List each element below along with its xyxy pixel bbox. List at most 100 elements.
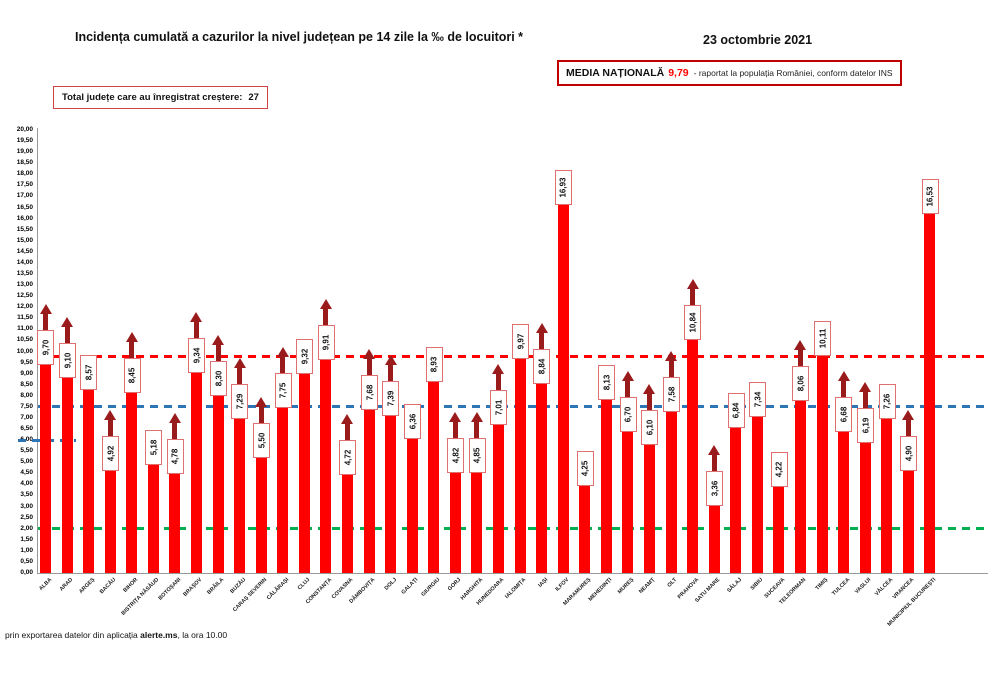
national-average-note: - raportat la populația României, confor… bbox=[693, 68, 893, 78]
value-text-arges: 8,57 bbox=[84, 364, 94, 381]
value-label-teleorman: 8,06 bbox=[792, 366, 810, 402]
y-tick-label: 17,50 bbox=[16, 181, 33, 189]
x-label-olt: OLT bbox=[666, 577, 679, 589]
x-label-salaj: SĂLAJ bbox=[725, 577, 743, 594]
arrow-head-icon bbox=[39, 304, 52, 315]
increase-arrow-bihor bbox=[125, 331, 138, 358]
value-label-valcea: 7,26 bbox=[878, 384, 896, 420]
increase-arrow-vrancea bbox=[902, 410, 915, 437]
increase-arrow-buzau bbox=[233, 357, 246, 384]
bar-bihor bbox=[126, 385, 138, 573]
bar-vaslui bbox=[859, 435, 871, 573]
increase-arrow-mures bbox=[621, 370, 634, 397]
y-tick-label: 11,00 bbox=[17, 325, 33, 333]
y-tick-label: 9,50 bbox=[20, 358, 33, 366]
value-label-neamt: 6,10 bbox=[641, 409, 659, 445]
value-text-timis: 10,11 bbox=[817, 328, 827, 349]
value-text-braila: 8,30 bbox=[213, 370, 223, 387]
increase-arrow-constanta bbox=[319, 299, 332, 326]
value-text-tulcea: 6,68 bbox=[839, 406, 849, 423]
value-text-valcea: 7,26 bbox=[882, 393, 892, 410]
total-increase-box: Total județe care au înregistrat creșter… bbox=[53, 86, 268, 109]
y-tick-label: 20,00 bbox=[16, 126, 33, 133]
arrow-shaft bbox=[388, 365, 394, 382]
arrow-shaft bbox=[366, 358, 372, 375]
bar-bistrita-nasaud bbox=[147, 458, 159, 573]
arrow-shaft bbox=[323, 309, 329, 326]
y-tick-label: 13,50 bbox=[16, 269, 33, 277]
value-text-bistrita-nasaud: 5,18 bbox=[149, 439, 159, 456]
x-label-timis: TIMIȘ bbox=[814, 577, 830, 592]
value-text-bihor: 8,45 bbox=[127, 367, 137, 384]
x-label-ialomita: IALOMIȚA bbox=[504, 577, 528, 601]
value-label-braila: 8,30 bbox=[209, 361, 227, 397]
arrow-shaft bbox=[841, 381, 847, 398]
value-label-arad: 9,10 bbox=[58, 343, 76, 379]
bar-mures bbox=[622, 424, 634, 573]
value-label-hunedoara: 7,01 bbox=[490, 389, 508, 425]
arrow-head-icon bbox=[621, 370, 634, 381]
value-label-prahova: 10,84 bbox=[684, 304, 702, 340]
arrow-shaft bbox=[668, 361, 674, 378]
value-label-cluj: 9,32 bbox=[296, 338, 314, 374]
value-label-galati: 6,36 bbox=[403, 404, 421, 440]
arrow-shaft bbox=[646, 393, 652, 410]
value-label-iasi: 8,84 bbox=[533, 349, 551, 385]
value-label-bacau: 4,92 bbox=[102, 436, 119, 472]
value-text-galati: 6,36 bbox=[407, 413, 417, 430]
value-text-neamt: 6,10 bbox=[645, 419, 655, 436]
bar-mehedinti bbox=[600, 392, 612, 573]
value-text-suceava: 4,22 bbox=[774, 461, 784, 477]
y-tick-label: 0,00 bbox=[20, 569, 33, 576]
value-label-sibiu: 7,34 bbox=[749, 382, 767, 418]
increase-arrow-arad bbox=[61, 317, 74, 344]
arrow-shaft bbox=[129, 341, 135, 358]
total-increase-value: 27 bbox=[248, 92, 259, 103]
bar-arges bbox=[83, 383, 95, 573]
value-label-municipiul-bucuresti: 16,53 bbox=[921, 178, 939, 214]
increase-arrow-olt bbox=[665, 351, 678, 378]
bar-valcea bbox=[881, 412, 893, 573]
bar-tulcea bbox=[838, 425, 850, 573]
x-label-neamt: NEAMȚ bbox=[638, 577, 657, 596]
bar-dambovita bbox=[363, 402, 375, 573]
arrow-head-icon bbox=[384, 355, 397, 366]
value-text-botosani: 4,78 bbox=[170, 448, 180, 465]
increase-arrow-braila bbox=[212, 335, 225, 362]
y-tick-label: 3,00 bbox=[20, 502, 33, 510]
x-label-bistrita-nasaud: BISTRIȚA NĂSĂUD bbox=[120, 577, 161, 617]
bar-iasi bbox=[536, 377, 548, 573]
value-label-buzau: 7,29 bbox=[231, 383, 249, 419]
value-label-harghita: 4,85 bbox=[468, 437, 486, 473]
y-tick-label: 12,50 bbox=[16, 292, 33, 300]
value-text-vrancea: 4,90 bbox=[904, 446, 914, 462]
value-label-bistrita-nasaud: 5,18 bbox=[145, 430, 163, 466]
x-label-botosani: BOTOȘANI bbox=[157, 577, 183, 602]
arrow-shaft bbox=[43, 314, 48, 331]
bar-teleorman bbox=[794, 394, 806, 573]
arrow-head-icon bbox=[125, 331, 138, 342]
value-text-giurgiu: 8,93 bbox=[429, 356, 439, 373]
value-label-ialomita: 9,97 bbox=[511, 324, 529, 360]
arrow-head-icon bbox=[492, 363, 505, 374]
y-tick-label: 15,00 bbox=[16, 236, 33, 244]
value-label-covasna: 4,72 bbox=[339, 440, 357, 476]
value-text-brasov: 9,34 bbox=[192, 347, 202, 364]
arrow-shaft bbox=[107, 420, 113, 437]
chart-title: Incidența cumulată a cazurilor la nivel … bbox=[75, 30, 524, 44]
bar-giurgiu bbox=[428, 375, 440, 573]
value-text-ialomita: 9,97 bbox=[515, 333, 525, 350]
increase-arrow-bacau bbox=[104, 410, 117, 437]
increase-arrow-alba bbox=[39, 304, 52, 331]
arrow-shaft bbox=[797, 350, 803, 367]
value-label-arges: 8,57 bbox=[80, 355, 98, 391]
national-average-value: 9,79 bbox=[668, 67, 689, 79]
arrow-head-icon bbox=[104, 410, 117, 421]
x-label-valcea: VÂLCEA bbox=[873, 577, 894, 598]
value-label-maramures: 4,25 bbox=[576, 450, 594, 486]
y-tick-label: 1,00 bbox=[20, 546, 33, 554]
bar-brasov bbox=[190, 366, 202, 573]
value-text-iasi: 8,84 bbox=[537, 358, 547, 375]
x-label-brasov: BRAȘOV bbox=[182, 577, 204, 598]
bar-alba bbox=[40, 358, 51, 573]
